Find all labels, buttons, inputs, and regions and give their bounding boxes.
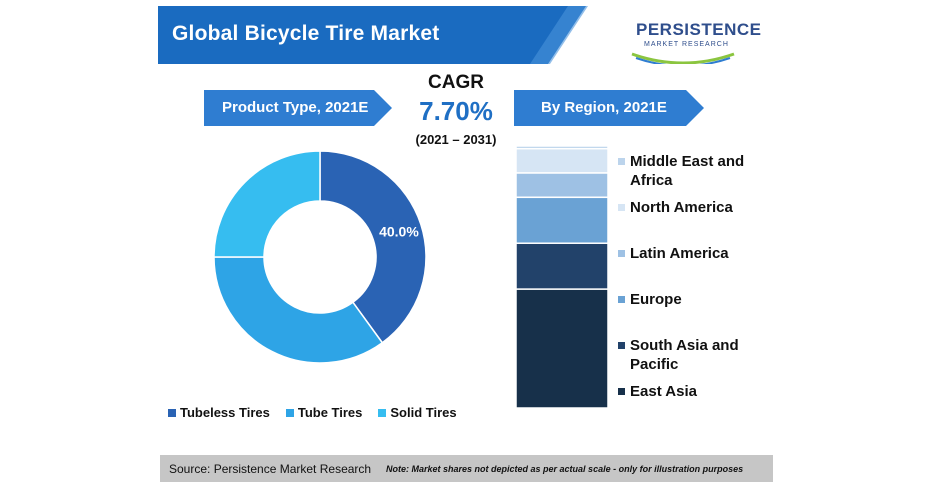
legend-label-latin-america: Latin America: [630, 245, 729, 262]
legend-swatch-solid: [378, 408, 387, 417]
legend-item-tube: Tube Tires: [285, 405, 363, 420]
product-type-donut-chart: 40.0%: [213, 150, 427, 364]
donut-slice-tube: [213, 256, 384, 364]
bar-segment-east-asia: [516, 288, 608, 408]
region-stacked-bar-chart: [516, 146, 608, 408]
donut-slice-tubeless: [319, 150, 427, 344]
title-banner: [158, 6, 588, 64]
donut-slice-solid: [213, 150, 321, 258]
page-title: Global Bicycle Tire Market: [172, 22, 440, 45]
legend-item-latin-america: Latin America: [618, 244, 729, 263]
legend-label-east-asia: East Asia: [630, 383, 697, 400]
legend-label-tube: Tube Tires: [297, 405, 363, 420]
persistence-logo-icon: [631, 52, 735, 64]
legend-label-solid: Solid Tires: [390, 405, 457, 420]
region-header-label: By Region, 2021E: [541, 99, 667, 116]
bar-segment-south-asia: [516, 242, 608, 290]
legend-item-europe: Europe: [618, 290, 682, 309]
footer-bar: [160, 455, 773, 482]
legend-label-north-america: North America: [630, 199, 733, 216]
legend-swatch-tube: [285, 408, 294, 417]
cagr-period: (2021 – 2031): [415, 132, 497, 147]
legend-label-tubeless: Tubeless Tires: [180, 405, 270, 420]
cagr-label: CAGR: [428, 72, 484, 93]
legend-item-south-asia: South Asia and Pacific: [618, 336, 760, 374]
logo-name: PERSISTENCE: [636, 20, 762, 39]
bar-segment-latin-america: [516, 172, 608, 199]
legend-item-tubeless: Tubeless Tires: [168, 405, 270, 420]
legend-label-europe: Europe: [630, 291, 682, 308]
legend-label-south-asia: South Asia and Pacific: [630, 337, 739, 373]
donut-legend: Tubeless Tires Tube Tires Solid Tires: [168, 405, 457, 420]
legend-label-mea: Middle East and Africa: [630, 153, 745, 189]
legend-item-east-asia: East Asia: [618, 382, 697, 401]
bar-segment-north-america: [516, 147, 608, 174]
legend-item-mea: Middle East and Africa: [618, 152, 770, 190]
region-header: [514, 90, 704, 126]
legend-item-north-america: North America: [618, 198, 733, 217]
legend-item-solid: Solid Tires: [378, 405, 457, 420]
product-type-header-label: Product Type, 2021E: [222, 99, 369, 116]
logo-subtitle: MARKET RESEARCH: [644, 41, 729, 48]
product-type-header: [204, 90, 392, 126]
footer-note: Note: Market shares not depicted as per …: [386, 464, 744, 474]
donut-label-tubeless: 40.0%: [379, 223, 419, 239]
cagr-value: 7.70%: [419, 96, 493, 126]
bar-segment-europe: [516, 196, 608, 244]
legend-swatch-tubeless: [168, 408, 176, 417]
footer-source: Source: Persistence Market Research: [169, 462, 372, 476]
